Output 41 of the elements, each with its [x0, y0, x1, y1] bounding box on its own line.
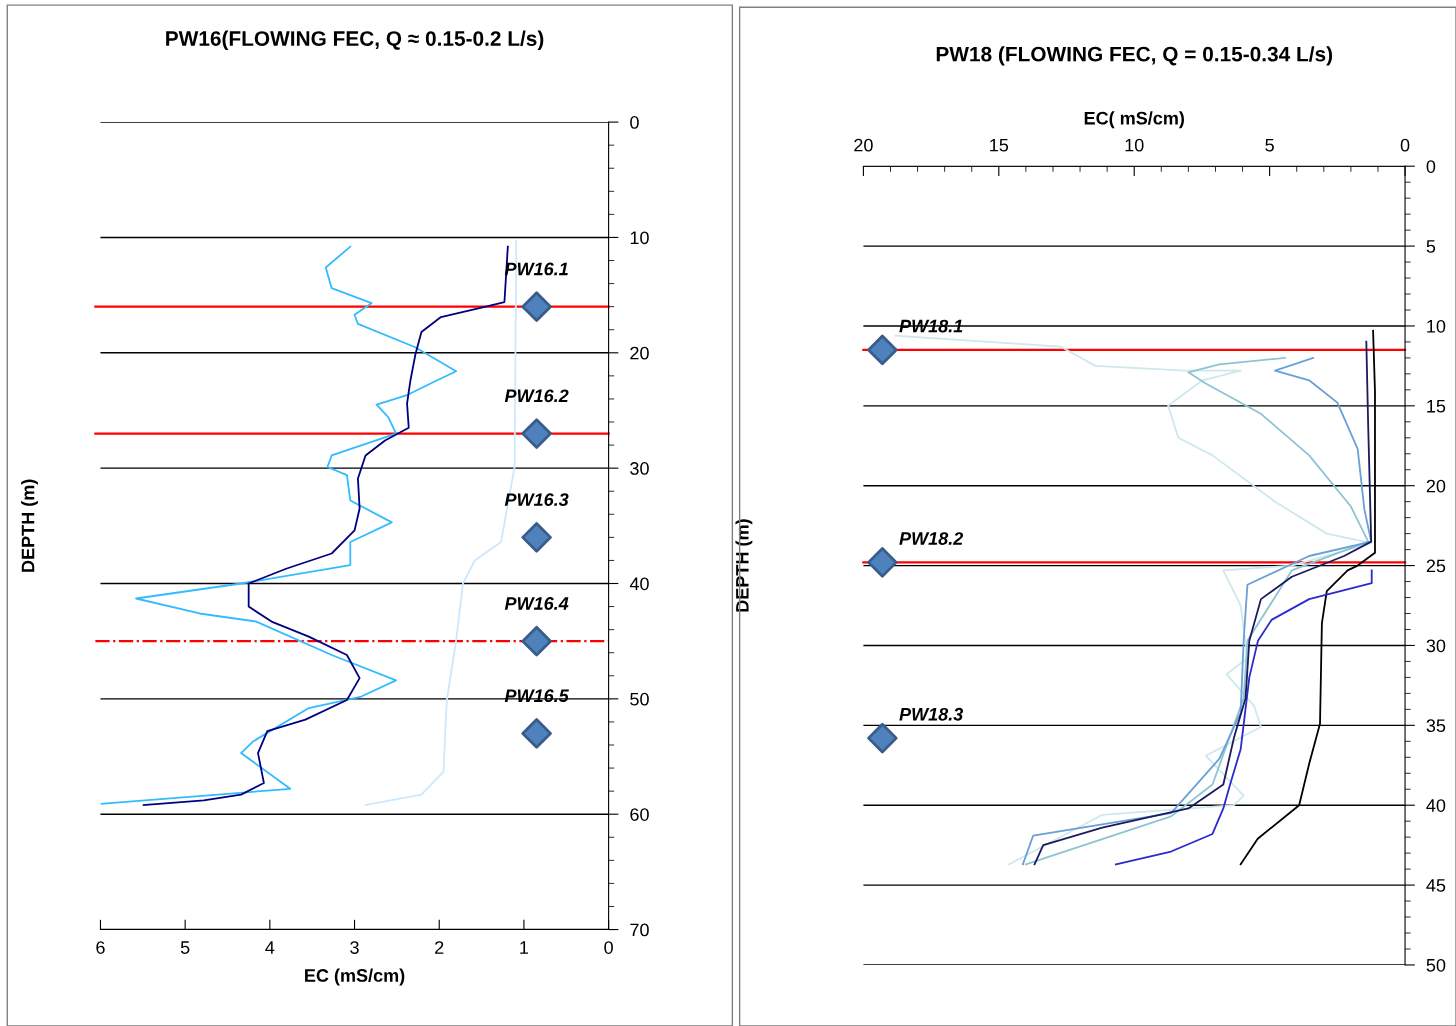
x-tick-label: 4 [265, 941, 275, 954]
y-tick-label: 60 [630, 808, 649, 821]
y-tick-label: 50 [1426, 958, 1446, 972]
x-axis-title: EC( mS/cm) [1084, 111, 1184, 129]
y-tick-label: 25 [1426, 559, 1446, 573]
x-tick-label: 0 [604, 941, 613, 954]
x-tick-label: 0 [1400, 138, 1410, 152]
annotation: PW18.2 [899, 532, 964, 545]
x-tick-label: 6 [96, 941, 105, 954]
y-tick-label: 50 [630, 692, 649, 706]
y-tick-label: 0 [630, 116, 639, 129]
y-tick-label: 10 [630, 231, 649, 245]
y-tick-label: 40 [629, 577, 649, 591]
x-tick-label: 5 [180, 941, 190, 954]
y-tick-label: 15 [1427, 399, 1446, 413]
y-axis-title: DEPTH (m) [21, 479, 38, 572]
y-tick-label: 45 [1426, 879, 1446, 892]
y-tick-label: 30 [630, 462, 649, 475]
x-axis-title: EC (mS/cm) [305, 968, 405, 986]
y-tick-label: 40 [1426, 799, 1446, 812]
x-tick-label: 10 [1125, 138, 1144, 152]
x-tick-label: 3 [350, 941, 359, 954]
y-tick-label: 30 [1426, 639, 1446, 653]
x-tick-label: 15 [990, 138, 1009, 152]
y-tick-label: 35 [1426, 719, 1446, 733]
annotation: PW16.3 [504, 493, 569, 507]
x-tick-label: 1 [520, 941, 529, 954]
y-tick-label: 0 [1426, 160, 1436, 173]
x-tick-label: 20 [854, 138, 873, 152]
annotation: PW16.2 [504, 389, 569, 403]
y-tick-label: 70 [630, 923, 649, 937]
y-tick-label: 10 [1427, 319, 1446, 333]
chart-title: PW16(FLOWING FEC, Q ≈ 0.15-0.2 L/s) [166, 30, 544, 51]
x-tick-label: 5 [1265, 138, 1274, 152]
chart-title: PW18 (FLOWING FEC, Q = 0.15-0.34 L/s) [936, 46, 1333, 66]
y-tick-label: 20 [1426, 479, 1446, 493]
annotation: PW18.3 [899, 707, 964, 721]
annotation: PW16.4 [504, 597, 569, 610]
y-tick-label: 5 [1426, 240, 1436, 253]
x-tick-label: 2 [435, 941, 444, 954]
y-tick-label: 20 [630, 346, 649, 360]
